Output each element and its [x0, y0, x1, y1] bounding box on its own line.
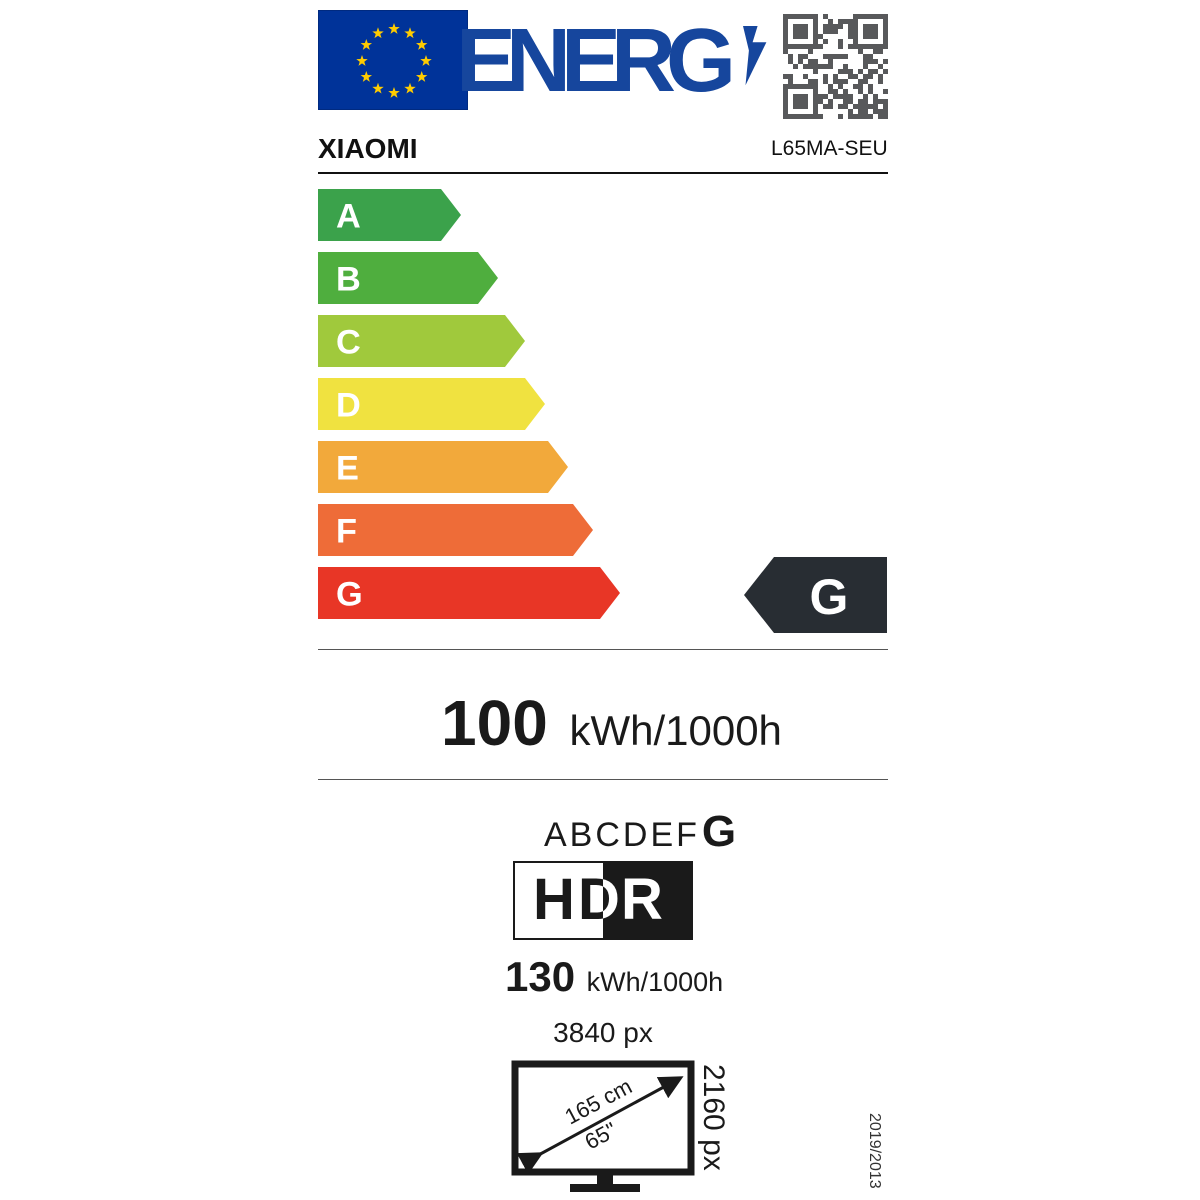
svg-text:C: C	[336, 323, 361, 361]
svg-text:H: H	[533, 867, 575, 932]
svg-text:R: R	[621, 867, 663, 932]
svg-text:G: G	[336, 575, 363, 613]
svg-text:E: E	[336, 449, 359, 487]
svg-text:D: D	[336, 386, 361, 424]
svg-text:B: B	[336, 260, 361, 298]
svg-text:A: A	[336, 197, 361, 235]
svg-text:F: F	[336, 512, 357, 550]
svg-text:G: G	[810, 569, 849, 625]
